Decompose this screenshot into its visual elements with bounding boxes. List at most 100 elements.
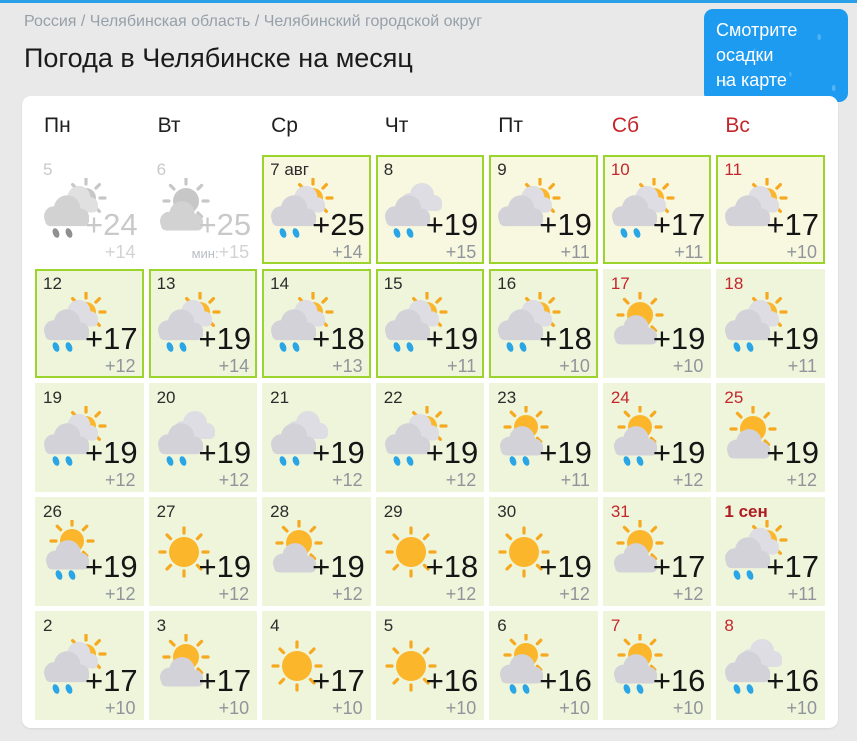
day-low-temp: +11 <box>447 356 476 377</box>
sunny-icon <box>379 520 451 584</box>
sun-cloud-icon <box>719 405 791 470</box>
day-cell[interactable]: 2 +17 +10 <box>35 611 144 720</box>
day-low-value: +11 <box>560 242 590 262</box>
day-cell[interactable]: 1 сен +17 +11 <box>716 497 825 606</box>
day-cell[interactable]: 19 +19 +12 <box>35 383 144 492</box>
day-cell[interactable]: 5 +24 +14 <box>35 155 144 264</box>
day-number: 3 <box>156 616 167 635</box>
day-cell[interactable]: 15 +19 +11 <box>375 269 485 378</box>
day-high-temp: +19 <box>539 435 592 470</box>
cloud-sun-rain-icon <box>38 291 110 356</box>
day-high-temp: +25 <box>198 207 252 242</box>
day-low-temp: +13 <box>332 356 363 377</box>
day-high-temp: +25 <box>312 207 365 242</box>
day-number: 26 <box>43 502 62 521</box>
day-cell[interactable]: 28 +19 +12 <box>262 497 371 606</box>
day-cell[interactable]: 27 +19 +12 <box>148 497 258 606</box>
calendar-grid: Пн Вт Ср Чт Пт Сб Вс 5 +24 +14 6 +25 мин:+15 7 авг +25… <box>35 106 825 720</box>
day-low-temp: +10 <box>446 698 477 719</box>
day-low-value: +11 <box>447 356 477 376</box>
day-low-value: +11 <box>560 470 590 490</box>
day-cell[interactable]: 11 +17 +10 <box>716 155 825 264</box>
day-number: 7 авг <box>270 160 310 179</box>
day-cell[interactable]: 6 +25 мин:+15 <box>149 155 258 264</box>
day-number: 10 <box>610 160 630 179</box>
day-low-temp: +11 <box>788 356 817 377</box>
day-cell[interactable]: 23 +19 +11 <box>489 383 598 492</box>
day-low-value: +14 <box>105 242 136 262</box>
day-cell[interactable]: 12 +17 +12 <box>35 269 144 378</box>
precipitation-map-button[interactable]: Смотрите осадки на карте <box>704 9 848 102</box>
day-cell[interactable]: 7 авг +25 +14 <box>262 155 371 264</box>
day-high-temp: +19 <box>84 549 138 584</box>
day-low-temp: мин:+15 <box>192 242 250 263</box>
day-low-temp: +12 <box>219 584 250 605</box>
day-low-temp: +12 <box>673 470 704 491</box>
day-low-temp: +10 <box>786 242 817 263</box>
page-title: Погода в Челябинске на месяц <box>24 43 413 73</box>
day-cell[interactable]: 6 +16 +10 <box>489 611 598 720</box>
day-high-temp: +16 <box>766 663 819 698</box>
cloud-sun-rain-icon <box>265 177 337 242</box>
day-cell[interactable]: 13 +19 +14 <box>148 269 258 378</box>
day-cell[interactable]: 22 +19 +12 <box>375 383 485 492</box>
day-high-temp: +19 <box>198 549 252 584</box>
day-cell[interactable]: 30 +19 +12 <box>489 497 598 606</box>
day-cell[interactable]: 26 +19 +12 <box>35 497 144 606</box>
day-cell[interactable]: 7 +16 +10 <box>602 611 712 720</box>
day-low-value: +12 <box>672 584 704 604</box>
day-low-value: +12 <box>218 470 250 490</box>
weekday-header: Вс <box>725 114 750 137</box>
sun-cloud-rain-icon <box>492 404 564 470</box>
day-high-temp: +16 <box>652 663 706 698</box>
cloud-sun-icon <box>492 177 564 242</box>
day-cell[interactable]: 25 +19 +12 <box>716 383 825 492</box>
day-cell[interactable]: 20 +19 +12 <box>148 383 258 492</box>
day-cell[interactable]: 21 +19 +12 <box>262 383 371 492</box>
day-low-temp: +12 <box>332 584 363 605</box>
day-cell[interactable]: 8 +19 +15 <box>375 155 485 264</box>
day-number: 21 <box>270 388 290 407</box>
cloud-sun-rain-icon <box>492 291 564 356</box>
day-high-temp: +19 <box>425 321 479 356</box>
day-number: 25 <box>724 388 744 407</box>
map-button-line2: на карте <box>716 70 787 90</box>
day-high-temp: +17 <box>652 549 706 584</box>
day-high-temp: +17 <box>312 663 365 698</box>
day-high-temp: +18 <box>539 321 592 356</box>
sun-cloud-rain-icon <box>606 632 678 698</box>
day-low-value: +11 <box>787 584 817 604</box>
day-high-temp: +17 <box>766 549 819 584</box>
sun-cloud-icon <box>265 519 337 584</box>
day-cell[interactable]: 16 +18 +10 <box>489 269 598 378</box>
clouds-rain-icon <box>379 178 451 242</box>
day-cell[interactable]: 31 +17 +12 <box>602 497 712 606</box>
day-low-temp: +12 <box>219 470 250 491</box>
day-number: 22 <box>383 388 403 407</box>
sun-cloud-icon <box>152 177 224 242</box>
day-cell[interactable]: 4 +17 +10 <box>262 611 371 720</box>
day-cell[interactable]: 24 +19 +12 <box>602 383 712 492</box>
day-cell[interactable]: 29 +18 +12 <box>375 497 485 606</box>
day-number: 18 <box>724 274 744 293</box>
day-high-temp: +19 <box>539 549 592 584</box>
day-high-temp: +19 <box>312 549 365 584</box>
day-cell[interactable]: 9 +19 +11 <box>489 155 598 264</box>
day-cell[interactable]: 8 +16 +10 <box>716 611 825 720</box>
weekday-header: Сб <box>611 114 640 137</box>
day-number: 30 <box>497 502 517 521</box>
day-low-temp: +14 <box>105 242 136 263</box>
day-cell[interactable]: 18 +19 +11 <box>716 269 825 378</box>
day-number: 13 <box>156 274 176 293</box>
day-cell[interactable]: 17 +19 +10 <box>602 269 712 378</box>
day-number: 7 <box>610 616 621 635</box>
day-low-value: +12 <box>332 470 363 490</box>
day-cell[interactable]: 10 +17 +11 <box>602 155 712 264</box>
top-accent-line <box>0 0 857 3</box>
breadcrumb[interactable]: Россия / Челябинская область / Челябинск… <box>24 13 483 30</box>
day-cell[interactable]: 3 +17 +10 <box>148 611 258 720</box>
day-low-temp: +10 <box>559 356 590 377</box>
day-cell[interactable]: 5 +16 +10 <box>375 611 485 720</box>
day-cell[interactable]: 14 +18 +13 <box>262 269 371 378</box>
